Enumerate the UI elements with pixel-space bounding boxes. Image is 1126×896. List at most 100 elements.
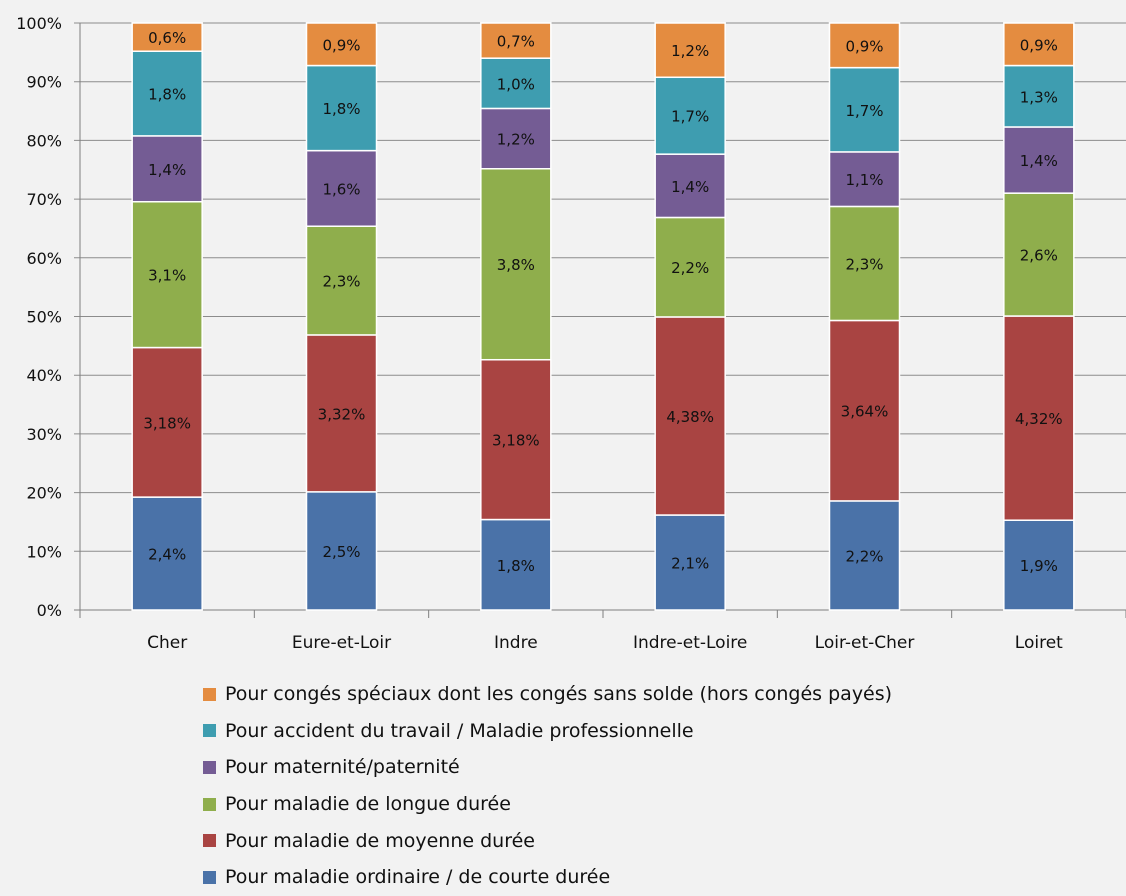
legend-swatch <box>203 687 216 701</box>
bar-segment <box>654 22 726 79</box>
data-label: 1,4% <box>148 161 186 179</box>
data-label: 0,9% <box>1020 36 1058 54</box>
legend-label: Pour maladie ordinaire / de courte durée <box>225 866 611 889</box>
data-label: 3,18% <box>492 432 540 450</box>
legend-swatch <box>203 797 216 811</box>
legend-item: Pour accident du travail / Maladie profe… <box>203 713 892 750</box>
y-tick-label: 60% <box>26 249 62 268</box>
data-label: 0,6% <box>148 29 186 47</box>
x-category-label: Indre-et-Loire <box>633 633 747 653</box>
legend-swatch <box>203 724 216 738</box>
bar-segment <box>1003 22 1075 67</box>
data-label: 2,4% <box>148 546 186 564</box>
x-category-label: Loir-et-Cher <box>815 633 915 653</box>
x-category-label: Loiret <box>1015 633 1063 653</box>
data-label: 2,5% <box>322 543 360 561</box>
y-tick-label: 30% <box>26 425 62 444</box>
bar-segment <box>654 153 726 219</box>
bar-segment <box>1003 519 1075 611</box>
bar-segment <box>828 151 901 208</box>
bar-segment <box>654 316 726 516</box>
data-label: 2,2% <box>845 547 883 565</box>
stacked-bar-chart: 0% 10% 20% 30% 40% 50% 60% 70% 80% 90% 100% 2,4% 3,1… <box>16 14 1126 653</box>
legend-swatch <box>203 870 216 884</box>
data-label: 3,18% <box>143 414 191 432</box>
legend-label: Pour congés spéciaux dont les congés san… <box>225 683 893 706</box>
y-tick-label: 90% <box>26 73 62 92</box>
y-tick-label: 70% <box>26 190 62 209</box>
data-label: 4,32% <box>1015 410 1063 428</box>
bar-segment <box>1003 315 1075 521</box>
data-label: 1,3% <box>1020 88 1058 106</box>
data-label: 1,2% <box>497 131 535 149</box>
data-label: 2,6% <box>1020 247 1058 265</box>
data-label: 1,4% <box>1020 152 1058 170</box>
y-tick-label: 50% <box>26 308 62 327</box>
bar-segment <box>305 149 378 227</box>
y-tick-label: 0% <box>37 601 62 620</box>
data-label: 2,3% <box>322 273 360 291</box>
bar-segment <box>305 334 378 493</box>
bar-segment <box>480 167 552 361</box>
y-tick-label: 40% <box>26 366 62 385</box>
bar-segment <box>1003 192 1075 317</box>
data-label: 3,64% <box>841 403 889 421</box>
bar-segment <box>828 205 901 322</box>
data-label: 2,1% <box>671 555 709 573</box>
bar-segment <box>305 64 378 152</box>
y-tick-label: 20% <box>26 484 62 503</box>
data-label: 1,7% <box>671 108 709 126</box>
data-label: 0,9% <box>322 36 360 54</box>
legend-item: Pour maternité/paternité <box>203 749 892 786</box>
bar-segment <box>828 319 901 502</box>
legend-label: Pour maladie de longue durée <box>225 793 511 816</box>
data-label: 2,2% <box>671 259 709 277</box>
bar-segment <box>131 135 203 203</box>
data-label: 1,1% <box>845 171 883 189</box>
bar-segment <box>480 57 552 110</box>
bar-segment <box>480 358 552 521</box>
data-label: 1,6% <box>322 180 360 198</box>
bar-segment <box>131 50 203 137</box>
x-category-label: Indre <box>494 633 538 653</box>
data-label: 3,8% <box>497 256 535 274</box>
data-label: 1,0% <box>497 75 535 93</box>
legend-item: Pour maladie ordinaire / de courte durée <box>203 859 892 896</box>
legend-item: Pour maladie de longue durée <box>203 786 892 823</box>
bar-segment <box>654 76 726 155</box>
data-label: 1,4% <box>671 178 709 196</box>
legend-swatch <box>203 760 216 774</box>
bar-segment <box>654 514 726 611</box>
bar-segment <box>828 22 901 69</box>
data-label: 0,9% <box>845 37 883 55</box>
bar-segment <box>828 500 901 611</box>
data-label: 0,7% <box>497 33 535 51</box>
bar-segment <box>480 518 552 611</box>
bar-segment <box>828 66 901 153</box>
legend-item: Pour congés spéciaux dont les congés san… <box>203 676 892 713</box>
y-tick-label: 100% <box>16 14 62 33</box>
legend-label: Pour maladie de moyenne durée <box>225 829 535 852</box>
data-label: 2,3% <box>845 255 883 273</box>
bar-segment <box>305 225 378 336</box>
data-label: 3,32% <box>318 405 366 423</box>
legend-label: Pour maternité/paternité <box>225 756 460 779</box>
bar-segment <box>305 22 378 67</box>
data-label: 1,7% <box>845 102 883 120</box>
bar-segment <box>654 216 726 318</box>
legend-swatch <box>203 834 216 848</box>
bar-segment <box>480 107 552 170</box>
data-label: 1,8% <box>322 100 360 118</box>
legend-item: Pour maladie de moyenne durée <box>203 822 892 859</box>
data-label: 1,8% <box>497 557 535 575</box>
legend: Pour congés spéciaux dont les congés san… <box>203 676 892 896</box>
x-category-label: Eure-et-Loir <box>292 633 391 653</box>
bar-segment <box>480 22 552 59</box>
bar-segment <box>131 22 203 52</box>
legend-label: Pour accident du travail / Maladie profe… <box>225 719 694 742</box>
y-tick-label: 80% <box>26 131 62 150</box>
data-label: 4,38% <box>666 408 714 426</box>
data-label: 1,2% <box>671 42 709 60</box>
data-label: 1,8% <box>148 86 186 104</box>
